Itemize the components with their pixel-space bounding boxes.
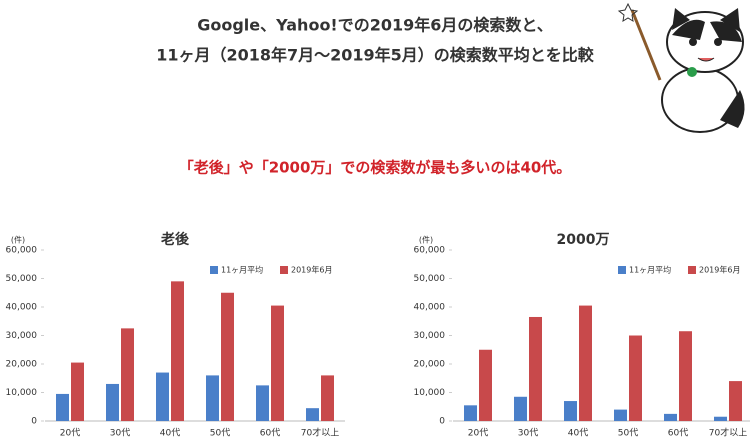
bar bbox=[306, 408, 319, 421]
y-axis-label: (件) bbox=[11, 235, 25, 245]
y-tick-label: 20,000 bbox=[414, 360, 446, 370]
legend-swatch bbox=[688, 266, 696, 274]
y-tick-label: 10,000 bbox=[414, 388, 446, 398]
bar bbox=[121, 328, 134, 421]
y-tick-label: 10,000 bbox=[6, 388, 38, 398]
x-tick-label: 50代 bbox=[210, 428, 230, 439]
y-tick-label: 30,000 bbox=[414, 331, 446, 341]
x-tick-label: 70才以上 bbox=[301, 427, 339, 439]
title-line: Google、Yahoo!での2019年6月の検索数と、 bbox=[197, 16, 553, 35]
bar bbox=[321, 375, 334, 421]
bar bbox=[729, 381, 742, 421]
bar bbox=[579, 305, 592, 421]
y-tick-label: 40,000 bbox=[6, 303, 38, 313]
x-tick-label: 40代 bbox=[568, 428, 588, 439]
bar bbox=[171, 281, 184, 421]
bar bbox=[714, 416, 727, 421]
bar bbox=[464, 405, 477, 421]
bar bbox=[256, 385, 269, 421]
bar bbox=[564, 401, 577, 421]
y-tick-label: 0 bbox=[31, 417, 37, 427]
y-tick-label: 50,000 bbox=[6, 274, 38, 284]
y-axis-label: (件) bbox=[419, 235, 433, 245]
y-tick-label: 60,000 bbox=[414, 246, 446, 256]
y-tick-label: 40,000 bbox=[414, 303, 446, 313]
y-tick-label: 0 bbox=[439, 417, 445, 427]
x-tick-label: 70才以上 bbox=[709, 427, 747, 439]
bar bbox=[529, 316, 542, 421]
legend-swatch bbox=[280, 266, 288, 274]
legend-label: 2019年6月 bbox=[291, 265, 332, 275]
x-tick-label: 40代 bbox=[160, 428, 180, 439]
x-tick-label: 20代 bbox=[60, 428, 80, 439]
bar bbox=[679, 331, 692, 421]
bar bbox=[614, 409, 627, 421]
legend-swatch bbox=[618, 266, 626, 274]
cat-illustration bbox=[617, 2, 745, 133]
x-tick-label: 60代 bbox=[668, 428, 688, 439]
x-tick-label: 20代 bbox=[468, 428, 488, 439]
legend-label: 2019年6月 bbox=[699, 265, 740, 275]
y-tick-label: 60,000 bbox=[6, 246, 38, 256]
bar bbox=[479, 349, 492, 421]
legend-label: 11ヶ月平均 bbox=[629, 265, 671, 275]
bar bbox=[514, 396, 527, 421]
x-tick-label: 30代 bbox=[518, 428, 538, 439]
legend-swatch bbox=[210, 266, 218, 274]
bar bbox=[56, 393, 69, 421]
x-tick-label: 60代 bbox=[260, 428, 280, 439]
bar bbox=[71, 362, 84, 421]
chart-title: 老後 bbox=[161, 231, 190, 248]
bar bbox=[156, 372, 169, 421]
x-tick-label: 30代 bbox=[110, 428, 130, 439]
bar bbox=[206, 375, 219, 421]
bar bbox=[629, 335, 642, 421]
bar bbox=[221, 292, 234, 421]
y-tick-label: 50,000 bbox=[414, 274, 446, 284]
y-tick-label: 20,000 bbox=[6, 360, 38, 370]
bar bbox=[664, 413, 677, 421]
chart-title: 2000万 bbox=[557, 232, 610, 248]
bar bbox=[106, 383, 119, 421]
x-tick-label: 50代 bbox=[618, 428, 638, 439]
bar bbox=[271, 305, 284, 421]
y-tick-label: 30,000 bbox=[6, 331, 38, 341]
legend-label: 11ヶ月平均 bbox=[221, 265, 263, 275]
title-line: 11ヶ月（2018年7月〜2019年5月）の検索数平均とを比較 bbox=[156, 46, 595, 65]
highlight: 「老後」や「2000万」での検索数が最も多いのは40代。 bbox=[179, 159, 572, 177]
